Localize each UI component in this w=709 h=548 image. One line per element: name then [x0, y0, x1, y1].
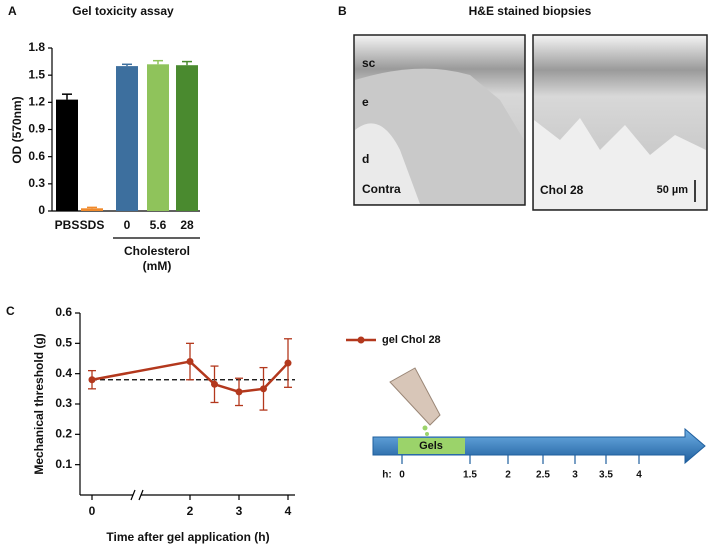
y-tick-label: 0.9 — [28, 122, 45, 136]
x-tick-label: 0 — [89, 504, 96, 518]
group-label: Cholesterol — [124, 244, 190, 258]
point — [186, 358, 194, 366]
y-tick-label: 0 — [38, 203, 45, 217]
panel-label: B — [338, 4, 347, 18]
x-tick-label: PBS — [55, 218, 80, 232]
point — [235, 388, 243, 396]
panel-label: C — [6, 304, 15, 318]
bar — [147, 64, 169, 211]
drop — [425, 432, 429, 436]
y-tick-label: 0.5 — [55, 336, 72, 350]
y-tick-label: 1.8 — [28, 40, 45, 54]
x-tick-label: 2 — [187, 504, 194, 518]
image-label: e — [362, 95, 369, 109]
image-label: sc — [362, 56, 376, 70]
y-tick-label: 1.2 — [28, 95, 45, 109]
timeline-tick-label: 2 — [505, 470, 511, 481]
x-axis-label: Time after gel application (h) — [106, 530, 269, 544]
y-tick-label: 0.1 — [55, 457, 72, 471]
y-tick-label: 0.2 — [55, 427, 72, 441]
gels-bar — [398, 438, 465, 454]
tube — [389, 367, 441, 426]
timeline-arrow — [372, 427, 706, 465]
bar — [116, 66, 138, 211]
timeline-tick-label: 2.5 — [536, 470, 550, 481]
point — [88, 376, 96, 384]
y-tick-label: 0.6 — [28, 149, 45, 163]
dermis — [355, 123, 420, 204]
image-caption: Chol 28 — [540, 183, 584, 197]
legend-marker — [357, 336, 365, 344]
x-tick-label: 28 — [180, 218, 194, 232]
drop — [422, 425, 428, 431]
y-tick-label: 0.4 — [55, 366, 72, 380]
timeline-tick-label: 3 — [572, 470, 578, 481]
y-tick-label: 0.3 — [55, 396, 72, 410]
image-label: d — [362, 152, 369, 166]
dermis — [534, 118, 706, 209]
panel-label: A — [8, 4, 17, 18]
timeline-tick-label: 4 — [636, 470, 642, 481]
chart-title: H&E stained biopsies — [469, 4, 592, 18]
timeline-tick-label: 0 — [399, 470, 405, 481]
point — [211, 380, 218, 388]
bar — [56, 99, 78, 211]
x-tick-label: 4 — [285, 504, 292, 518]
series-line — [91, 360, 289, 394]
timeline-prefix: h: — [382, 470, 391, 481]
point — [260, 385, 267, 393]
legend-label: gel Chol 28 — [382, 334, 441, 346]
axis-break — [138, 489, 144, 501]
group-label: (mM) — [143, 259, 172, 273]
scale-label: 50 µm — [657, 184, 689, 196]
timeline-label: Gels — [419, 440, 443, 452]
y-axis-label: OD (570nm) — [10, 96, 24, 163]
chart-title: Gel toxicity assay — [72, 4, 174, 18]
y-axis-label: Mechanical threshold (g) — [32, 333, 46, 474]
x-tick-label: 0 — [124, 218, 131, 232]
x-tick-label: SDS — [80, 218, 105, 232]
point — [284, 359, 292, 367]
x-tick-label: 3 — [236, 504, 243, 518]
image-caption: Contra — [362, 182, 401, 196]
timeline-tick-label: 1.5 — [463, 470, 477, 481]
timeline-tick-label: 3.5 — [599, 470, 613, 481]
bar — [176, 65, 198, 211]
y-tick-label: 1.5 — [28, 67, 45, 81]
bar — [81, 208, 103, 211]
axis-break — [130, 489, 136, 501]
y-tick-label: 0.6 — [55, 305, 72, 319]
x-tick-label: 5.6 — [150, 218, 167, 232]
y-tick-label: 0.3 — [28, 176, 45, 190]
